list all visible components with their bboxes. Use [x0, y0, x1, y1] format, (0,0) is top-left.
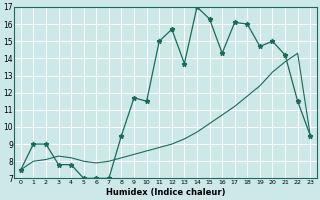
X-axis label: Humidex (Indice chaleur): Humidex (Indice chaleur) [106, 188, 225, 197]
